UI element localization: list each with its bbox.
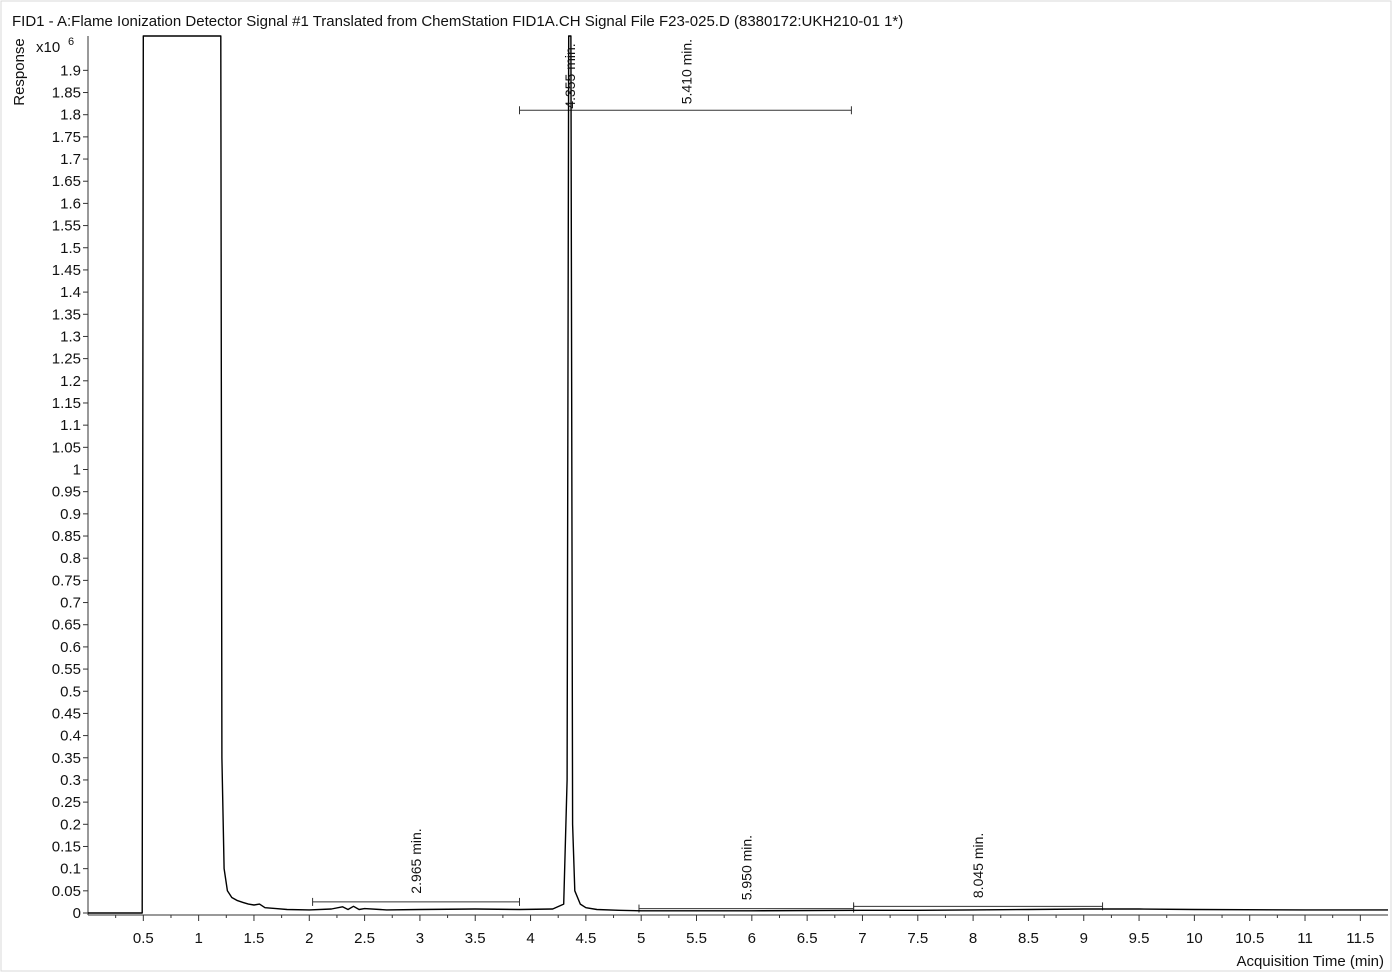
y-tick-label: 0.25 [52, 794, 81, 811]
y-tick-label: 1.75 [52, 129, 81, 146]
x-tick-label: 4.5 [575, 930, 596, 947]
y-tick-label: 1.6 [60, 195, 81, 212]
y-tick-label: 1.85 [52, 85, 81, 102]
y-tick-label: 1.65 [52, 173, 81, 190]
y-multiplier-exponent: 6 [68, 36, 74, 48]
y-tick-label: 1.3 [60, 328, 81, 345]
y-tick-label: 0.9 [60, 506, 81, 523]
y-tick-label: 0.7 [60, 595, 81, 612]
y-tick-label: 0.75 [52, 572, 81, 589]
x-tick-label: 0.5 [133, 930, 154, 947]
y-tick-label: 0.45 [52, 705, 81, 722]
x-tick-label: 1.5 [244, 930, 265, 947]
y-tick-label: 0.35 [52, 750, 81, 767]
x-tick-label: 11.5 [1346, 930, 1374, 947]
y-tick-label: 0.6 [60, 639, 81, 656]
axes-layer [87, 36, 1388, 916]
y-tick-label: 0.8 [60, 550, 81, 567]
y-tick-label: 1.5 [60, 240, 81, 257]
peak-annotation: 5.410 min. [679, 39, 695, 104]
y-tick-label: 0.3 [60, 772, 81, 789]
y-tick-label: 0.95 [52, 484, 81, 501]
x-tick-label: 2 [305, 930, 313, 947]
y-axis-title: Response [11, 38, 28, 106]
y-tick-label: 1.05 [52, 439, 81, 456]
y-tick-label: 0.4 [60, 728, 81, 745]
x-tick-label: 9.5 [1129, 930, 1150, 947]
y-tick-label: 0.1 [60, 861, 81, 878]
y-tick-label: 0.55 [52, 661, 81, 678]
x-tick-label: 2.5 [354, 930, 375, 947]
y-tick-label: 1.4 [60, 284, 81, 301]
y-tick-label: 1.7 [60, 151, 81, 168]
x-tick-label: 6.5 [797, 930, 818, 947]
y-tick-label: 1.45 [52, 262, 81, 279]
y-tick-label: 1.25 [52, 351, 81, 368]
y-tick-label: 1.9 [60, 62, 81, 79]
x-tick-label: 8 [969, 930, 977, 947]
x-tick-label: 6 [748, 930, 756, 947]
x-tick-label: 5 [637, 930, 645, 947]
y-tick-label: 0.05 [52, 883, 81, 900]
x-tick-label: 9 [1080, 930, 1088, 947]
x-tick-label: 3.5 [465, 930, 486, 947]
y-tick-label: 1 [73, 462, 81, 479]
y-tick-label: 1.2 [60, 373, 81, 390]
peak-annotation: 2.965 min. [408, 828, 424, 893]
series-layer [88, 35, 1388, 914]
chart-title: FID1 - A:Flame Ionization Detector Signa… [12, 13, 903, 30]
y-tick-label: 0 [73, 905, 81, 922]
y-tick-label: 1.8 [60, 107, 81, 124]
x-tick-label: 7 [858, 930, 866, 947]
y-multiplier-base: x10 [36, 39, 60, 56]
y-tick-label: 0.85 [52, 528, 81, 545]
x-tick-label: 8.5 [1018, 930, 1039, 947]
peak-annotation: 8.045 min. [970, 833, 986, 898]
y-tick-label: 1.15 [52, 395, 81, 412]
ticks-layer: 00.050.10.150.20.250.30.350.40.450.50.55… [52, 62, 1375, 947]
peak-annotation: 5.950 min. [738, 835, 754, 900]
x-tick-label: 10.5 [1235, 930, 1264, 947]
y-tick-label: 1.35 [52, 306, 81, 323]
y-tick-label: 1.1 [60, 417, 81, 434]
y-tick-label: 0.2 [60, 816, 81, 833]
peak-annotation: 4.355 min. [562, 43, 578, 108]
x-axis-title: Acquisition Time (min) [1236, 953, 1384, 970]
annotations-layer: 4.355 min. 5.410 min. 2.965 min. 5.950 min.… [408, 39, 986, 900]
x-tick-label: 5.5 [686, 930, 707, 947]
x-tick-label: 10 [1186, 930, 1203, 947]
y-tick-label: 1.55 [52, 218, 81, 235]
integration-bars-layer [312, 106, 1104, 913]
y-tick-label: 0.5 [60, 683, 81, 700]
signal-trace [88, 35, 1388, 914]
x-tick-label: 4 [526, 930, 534, 947]
y-tick-label: 0.15 [52, 838, 81, 855]
x-tick-label: 11 [1297, 930, 1313, 947]
x-tick-label: 3 [416, 930, 424, 947]
y-tick-label: 0.65 [52, 617, 81, 634]
x-tick-label: 1 [194, 930, 202, 947]
x-tick-label: 7.5 [907, 930, 928, 947]
